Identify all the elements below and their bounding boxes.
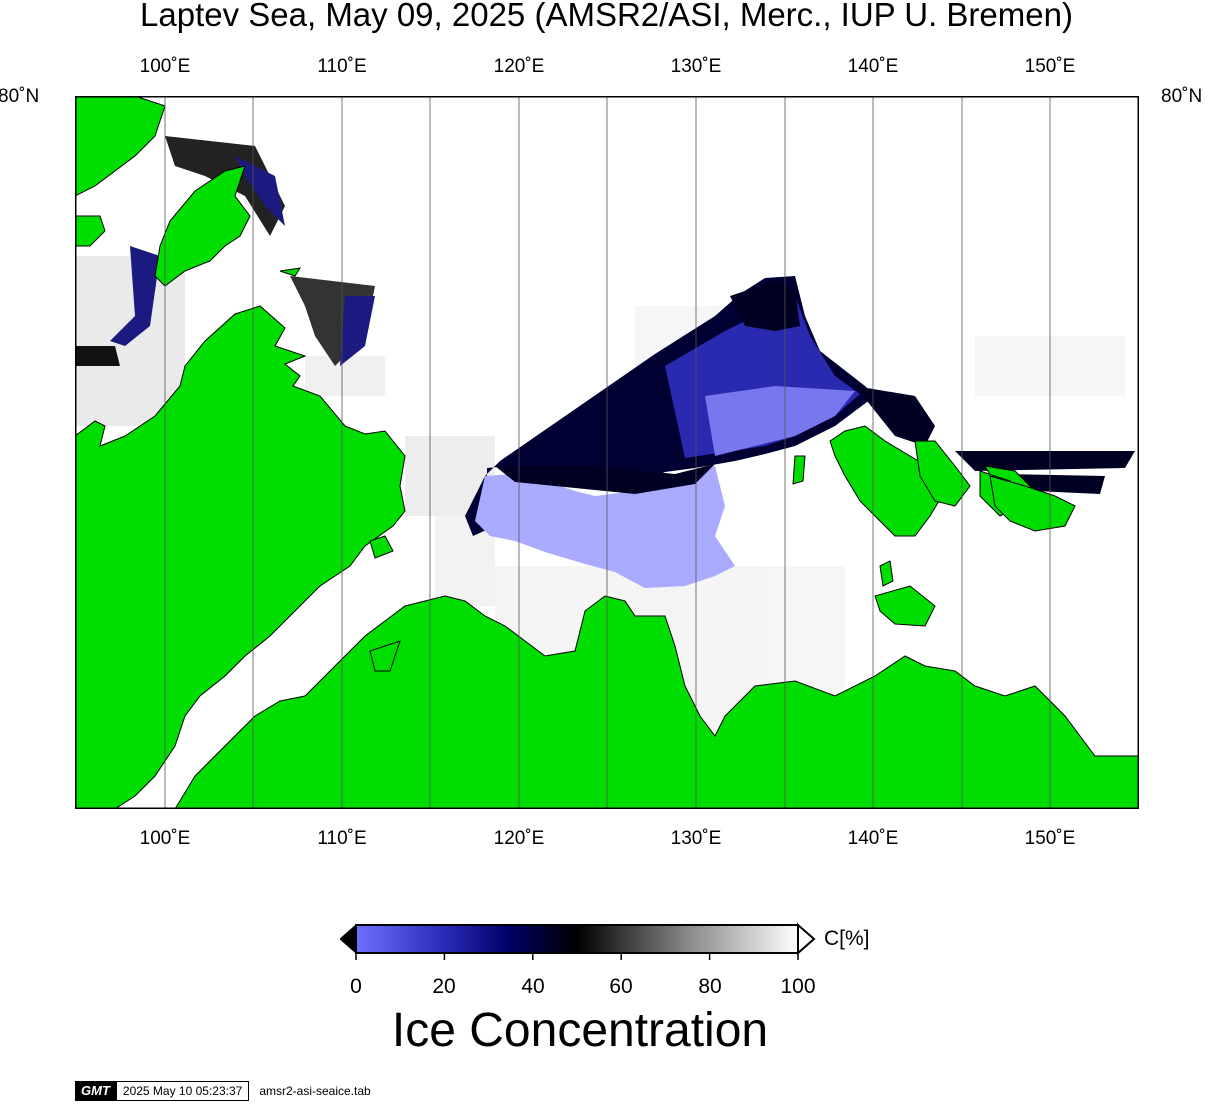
lon-label-top-120: 120˚E bbox=[493, 56, 545, 77]
land-taymyr bbox=[75, 305, 406, 809]
colorbar-ticks bbox=[355, 953, 799, 960]
gmt-timestamp: GMT 2025 May 10 05:23:37 amsr2-asi-seaic… bbox=[75, 1081, 371, 1101]
stamp-file: amsr2-asi-seaice.tab bbox=[259, 1084, 371, 1098]
land-small-islet-2 bbox=[369, 535, 394, 559]
lat-label-right: 80˚N bbox=[1161, 86, 1203, 107]
colorbar-tick-100: 100 bbox=[780, 975, 816, 998]
land-small-nsi bbox=[874, 585, 936, 627]
lon-label-top-130: 130˚E bbox=[670, 56, 722, 77]
lon-label-bottom-140: 140˚E bbox=[847, 828, 899, 849]
colorbar-gradient bbox=[355, 924, 799, 954]
colorbar bbox=[340, 922, 816, 960]
land-new-siberia bbox=[914, 440, 971, 507]
lon-label-bottom-110: 110˚E bbox=[317, 828, 367, 849]
colorbar-title: Ice Concentration bbox=[391, 1004, 769, 1057]
map-title: Laptev Sea, May 09, 2025 (AMSR2/ASI, Mer… bbox=[140, 0, 1073, 33]
land-bolshevik bbox=[75, 215, 106, 247]
land-bennett-area bbox=[989, 475, 1076, 532]
colorbar-min-arrow bbox=[340, 923, 357, 955]
lon-label-top-150: 150˚E bbox=[1024, 56, 1076, 77]
gmt-logo: GMT bbox=[75, 1081, 116, 1101]
land-siberia-south bbox=[174, 595, 1139, 809]
colorbar-tick-40: 40 bbox=[521, 975, 545, 998]
colorbar-tick-80: 80 bbox=[698, 975, 722, 998]
colorbar-max-arrow bbox=[797, 922, 816, 956]
graticule bbox=[164, 96, 1051, 809]
land-small-nsi-2 bbox=[792, 455, 806, 485]
land-small-islet-1 bbox=[279, 267, 301, 277]
land-small-nsi-3 bbox=[879, 560, 894, 587]
colorbar-tick-0: 0 bbox=[350, 975, 362, 998]
land-severnaya-north bbox=[75, 96, 166, 197]
land-delta-island bbox=[369, 640, 401, 672]
land-severnaya-zemlya bbox=[154, 165, 251, 287]
lat-label-left: 80˚N bbox=[0, 86, 40, 107]
map-frame bbox=[75, 96, 1139, 809]
lon-label-top-100: 100˚E bbox=[139, 56, 191, 77]
sea-ice-map bbox=[75, 96, 1139, 809]
colorbar-tick-60: 60 bbox=[609, 975, 633, 998]
lon-label-bottom-100: 100˚E bbox=[139, 828, 191, 849]
lon-label-bottom-120: 120˚E bbox=[493, 828, 545, 849]
lon-label-bottom-130: 130˚E bbox=[670, 828, 722, 849]
land bbox=[75, 96, 1139, 809]
colorbar-tick-20: 20 bbox=[432, 975, 456, 998]
ice-edge-dark bbox=[495, 281, 1135, 494]
stamp-date: 2025 May 10 05:23:37 bbox=[115, 1081, 250, 1101]
lon-label-top-110: 110˚E bbox=[317, 56, 367, 77]
land-kotelny bbox=[829, 425, 946, 537]
colorbar-unit: C[%] bbox=[824, 927, 870, 950]
lon-label-top-140: 140˚E bbox=[847, 56, 899, 77]
lon-label-bottom-150: 150˚E bbox=[1024, 828, 1076, 849]
